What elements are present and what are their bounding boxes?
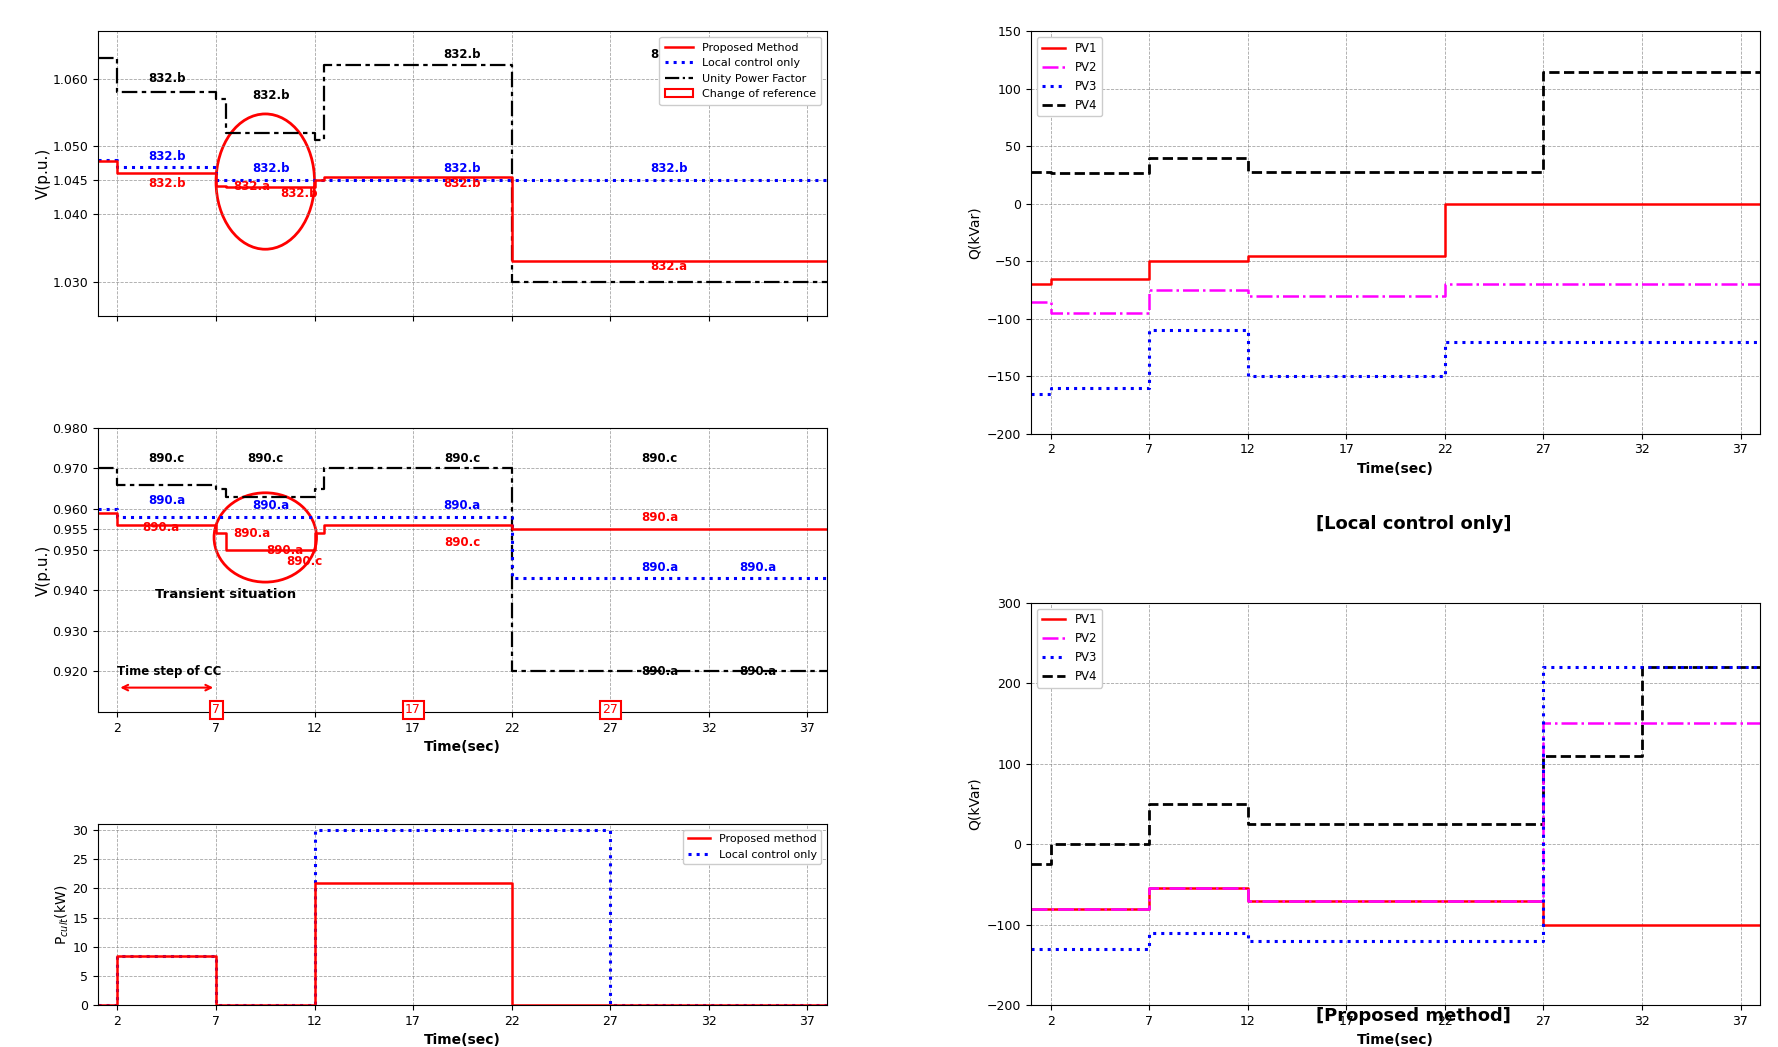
Text: 832.b: 832.b bbox=[281, 187, 318, 200]
Text: Transient situation: Transient situation bbox=[155, 588, 297, 601]
Text: 890.a: 890.a bbox=[267, 543, 304, 557]
Text: [Local control only]: [Local control only] bbox=[1316, 515, 1511, 533]
Text: 832.b: 832.b bbox=[148, 150, 185, 163]
Text: Time step of CC: Time step of CC bbox=[117, 666, 222, 678]
Text: [Proposed method]: [Proposed method] bbox=[1316, 1007, 1511, 1025]
Legend: PV1, PV2, PV3, PV4: PV1, PV2, PV3, PV4 bbox=[1037, 38, 1102, 116]
Text: 890.a: 890.a bbox=[640, 511, 677, 525]
Legend: PV1, PV2, PV3, PV4: PV1, PV2, PV3, PV4 bbox=[1037, 608, 1102, 688]
Text: 890.a: 890.a bbox=[640, 666, 677, 678]
X-axis label: Time(sec): Time(sec) bbox=[423, 740, 501, 754]
Text: 890.a: 890.a bbox=[252, 499, 290, 512]
Y-axis label: V(p.u.): V(p.u.) bbox=[36, 544, 52, 596]
Text: 890.a: 890.a bbox=[740, 561, 777, 574]
Text: 890.c: 890.c bbox=[247, 452, 283, 465]
Text: 832.a: 832.a bbox=[233, 180, 270, 194]
Text: 890.c: 890.c bbox=[642, 452, 677, 465]
Text: 832.b: 832.b bbox=[651, 48, 688, 62]
Text: 832.a: 832.a bbox=[651, 260, 688, 272]
Text: 832.b: 832.b bbox=[252, 89, 290, 102]
X-axis label: Time(sec): Time(sec) bbox=[423, 1033, 501, 1047]
Y-axis label: P$_{cult}$(kW): P$_{cult}$(kW) bbox=[53, 885, 71, 944]
Text: 890.a: 890.a bbox=[148, 494, 185, 507]
Text: 27: 27 bbox=[603, 704, 619, 716]
Legend: Proposed method, Local control only: Proposed method, Local control only bbox=[683, 830, 821, 865]
Text: 832.b: 832.b bbox=[443, 162, 482, 175]
Text: 17: 17 bbox=[405, 704, 421, 716]
Text: 832.b: 832.b bbox=[651, 162, 688, 175]
Text: 890.c: 890.c bbox=[444, 452, 480, 465]
Text: 832.b: 832.b bbox=[148, 177, 185, 190]
Text: 890.a: 890.a bbox=[233, 528, 270, 540]
Y-axis label: Q(kVar): Q(kVar) bbox=[967, 206, 981, 259]
Text: 7: 7 bbox=[212, 704, 220, 716]
Text: 890.c: 890.c bbox=[149, 452, 185, 465]
Text: 890.a: 890.a bbox=[142, 521, 180, 534]
Text: 890.a: 890.a bbox=[640, 561, 677, 574]
Y-axis label: V(p.u.): V(p.u.) bbox=[36, 148, 52, 199]
Text: 832.b: 832.b bbox=[443, 48, 482, 62]
Y-axis label: Q(kVar): Q(kVar) bbox=[967, 778, 981, 830]
Text: 832.b: 832.b bbox=[443, 177, 482, 190]
Text: 890.c: 890.c bbox=[444, 536, 480, 549]
Text: 890.a: 890.a bbox=[444, 499, 482, 512]
X-axis label: Time(sec): Time(sec) bbox=[1357, 462, 1435, 476]
Legend: Proposed Method, Local control only, Unity Power Factor, Change of reference: Proposed Method, Local control only, Uni… bbox=[660, 37, 821, 105]
X-axis label: Time(sec): Time(sec) bbox=[1357, 1033, 1435, 1047]
Text: 832.b: 832.b bbox=[252, 162, 290, 175]
Text: 890.c: 890.c bbox=[286, 555, 324, 569]
Text: 890.a: 890.a bbox=[740, 666, 777, 678]
Text: 832.b: 832.b bbox=[148, 72, 185, 85]
